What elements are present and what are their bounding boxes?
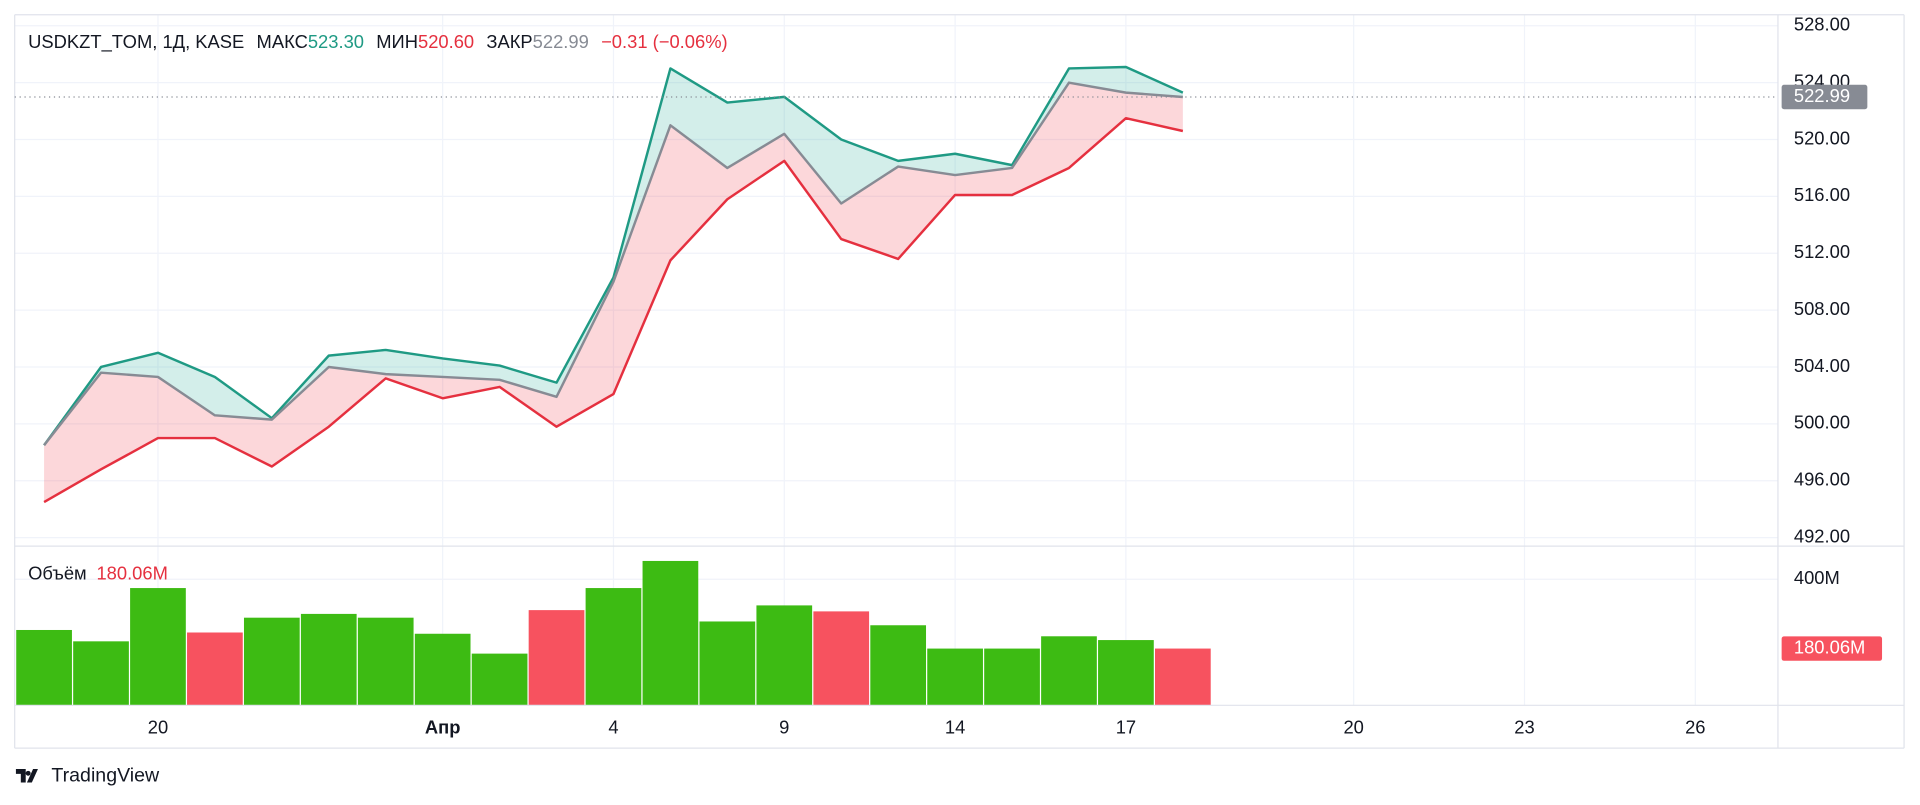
volume-bar <box>414 633 471 706</box>
volume-bar <box>187 632 243 706</box>
volume-bar <box>984 648 1040 706</box>
y-tick-label: 500.00 <box>1794 412 1850 433</box>
volume-bar <box>16 629 72 706</box>
band-fill <box>44 82 1183 503</box>
x-tick-label: 20 <box>148 716 168 737</box>
volume-bar <box>357 617 414 706</box>
volume-bar <box>1041 636 1097 706</box>
logo-shape <box>15 768 38 783</box>
x-tick-label: 9 <box>779 716 789 737</box>
volume-bar <box>870 625 927 706</box>
y-tick-label: 492.00 <box>1794 525 1850 546</box>
volume-bar <box>927 648 983 706</box>
last-volume-label: 180.06M <box>1794 636 1865 657</box>
mark-layer <box>16 65 1211 706</box>
legend-label: МИН <box>376 31 418 52</box>
y-tick-label: 508.00 <box>1794 298 1850 319</box>
symbol: USDKZT_TOM, 1Д, KASE <box>28 31 244 53</box>
volume-bar <box>756 605 813 706</box>
x-tick-label: Апр <box>425 716 461 737</box>
brand-text: TradingView <box>51 765 160 787</box>
volume-bar <box>642 560 699 706</box>
brand-logo: TradingView <box>15 765 160 787</box>
series-line <box>43 116 1184 504</box>
x-tick-label: 4 <box>608 716 618 737</box>
x-tick-label: 23 <box>1514 716 1534 737</box>
x-tick-label: 14 <box>945 716 965 737</box>
volume-title: Объём 180.06M <box>28 562 168 583</box>
volume-bar <box>471 653 528 706</box>
legend-change: −0.31 (−0.06%) <box>601 31 728 52</box>
volume-bar <box>1098 640 1154 706</box>
volume-bar <box>1155 648 1211 706</box>
x-tick-label: 26 <box>1685 716 1705 737</box>
y-tick-label: 504.00 <box>1794 355 1850 376</box>
legend-label: МАКС <box>257 31 308 52</box>
legend-label: ЗАКР <box>486 31 532 52</box>
volume-bar <box>130 588 186 706</box>
legend-value: 520.60 <box>418 31 474 52</box>
legend-value: 523.30 <box>308 31 364 52</box>
y-tick-label: 516.00 <box>1794 184 1850 205</box>
y-tick-label: 400M <box>1794 567 1840 588</box>
volume-value: 180.06M <box>96 562 167 583</box>
volume-bar <box>585 588 642 706</box>
last-price-box <box>1781 84 1868 110</box>
volume-bar <box>813 611 870 706</box>
y-tick-label: 496.00 <box>1794 469 1850 490</box>
volume-label: Объём <box>28 562 87 583</box>
volume-bar <box>243 617 300 706</box>
volume-bar <box>300 613 357 706</box>
legend: USDKZT_TOM, 1Д, KASE МАКС523.30 МИН520.60 З… <box>28 31 727 53</box>
y-tick-label: 512.00 <box>1794 241 1850 262</box>
x-tick-label: 17 <box>1116 716 1136 737</box>
legend-value: 522.99 <box>533 31 589 52</box>
volume-bar <box>528 610 585 706</box>
volume-bar <box>73 641 129 706</box>
y-tick-label: 528.00 <box>1794 14 1850 35</box>
series-line <box>43 65 1184 446</box>
y-tick-label: 520.00 <box>1794 127 1850 148</box>
x-tick-label: 20 <box>1343 716 1363 737</box>
last-volume-box <box>1781 636 1883 661</box>
volume-bar <box>699 621 756 706</box>
series-line <box>43 81 1183 446</box>
grid-layer <box>14 14 1778 706</box>
last-price-label: 522.99 <box>1794 85 1850 106</box>
